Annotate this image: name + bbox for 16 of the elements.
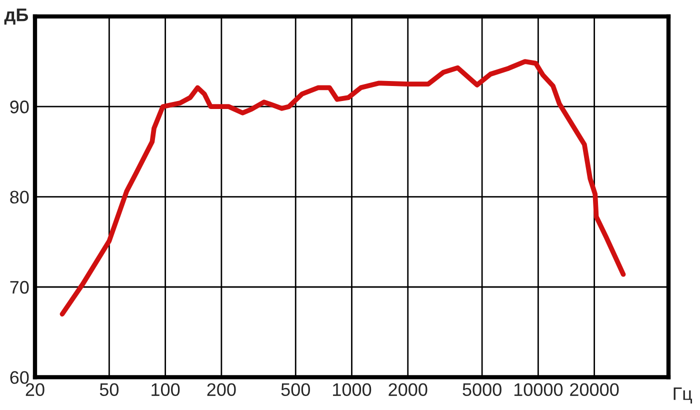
y-tick-label: 80 xyxy=(10,190,29,204)
y-tick-label: 60 xyxy=(10,371,29,384)
x-tick-label: 20 xyxy=(26,383,44,396)
x-tick-label: 20000 xyxy=(570,383,619,396)
y-axis-title: дБ xyxy=(4,8,28,25)
y-tick-label: 90 xyxy=(10,100,29,114)
x-tick-label: 5000 xyxy=(462,383,502,396)
x-tick-label: 200 xyxy=(207,383,236,396)
x-tick-label: 100 xyxy=(152,383,180,396)
x-axis-title: Гц xyxy=(674,387,692,404)
x-tick-label: 50 xyxy=(100,383,119,396)
x-tick-label: 10000 xyxy=(514,383,563,396)
x-tick-label: 1000 xyxy=(333,383,372,396)
y-tick-label: 70 xyxy=(10,280,29,294)
x-tick-label: 2000 xyxy=(388,383,428,396)
x-tick-label: 500 xyxy=(281,383,310,396)
